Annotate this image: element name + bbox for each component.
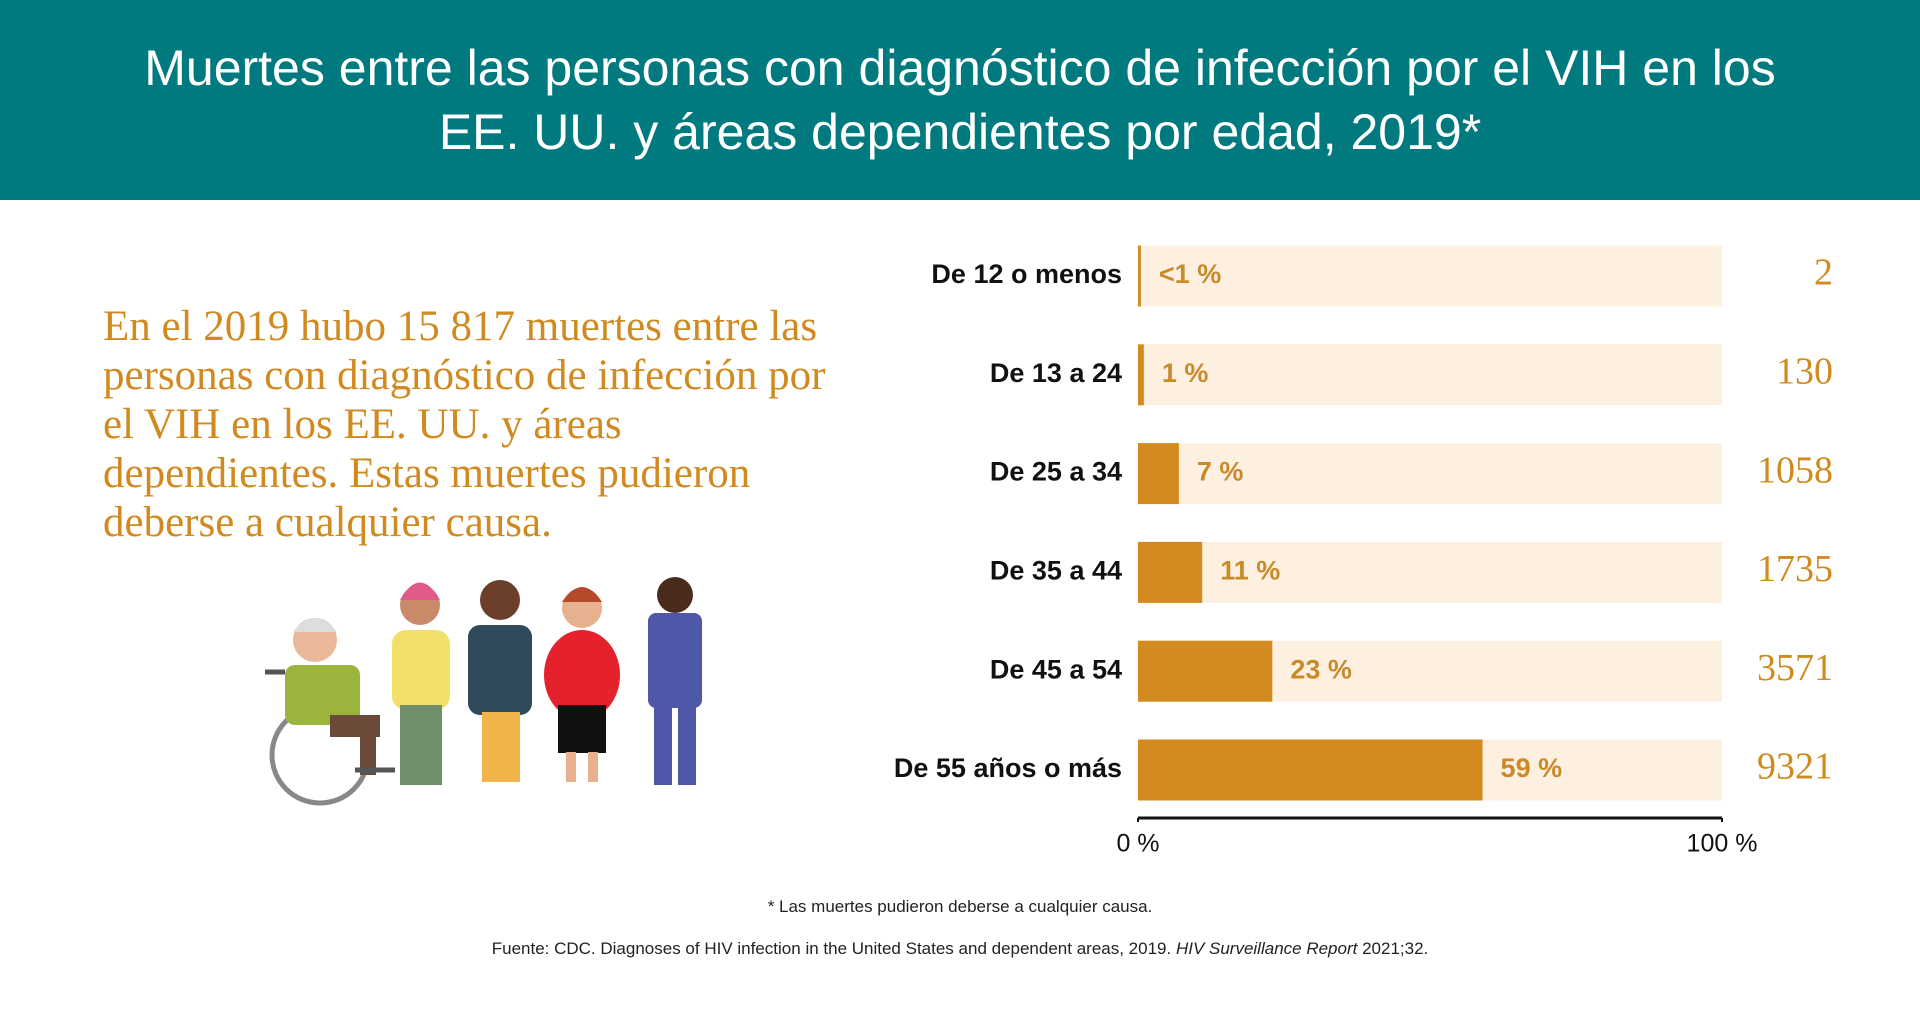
category-label: De 45 a 54 xyxy=(990,654,1122,684)
count-label: 130 xyxy=(1776,351,1833,393)
bar-track xyxy=(1138,541,1722,603)
bar xyxy=(1138,739,1483,801)
bar xyxy=(1138,640,1273,702)
bar-track xyxy=(1138,443,1722,505)
x-tick-label: 0 % xyxy=(1116,830,1159,858)
value-label: 7 % xyxy=(1197,457,1244,487)
value-label: 23 % xyxy=(1290,654,1352,684)
category-label: De 25 a 34 xyxy=(990,457,1122,487)
people-illustration xyxy=(265,577,702,806)
value-label: 11 % xyxy=(1220,556,1280,586)
count-label: 9321 xyxy=(1757,746,1833,788)
count-label: 1735 xyxy=(1757,548,1833,590)
bar-track xyxy=(1138,245,1722,307)
source-text-end: 2021;32. xyxy=(1357,939,1429,958)
count-label: 3571 xyxy=(1757,647,1833,689)
count-label: 1058 xyxy=(1757,449,1833,491)
category-label: De 13 a 24 xyxy=(990,358,1122,388)
value-label: 1 % xyxy=(1162,358,1209,388)
bar xyxy=(1138,344,1144,406)
chart-title: Muertes entre las personas con diagnósti… xyxy=(144,40,1776,160)
bar-track xyxy=(1138,344,1722,406)
value-label: <1 % xyxy=(1159,259,1221,289)
source: Fuente: CDC. Diagnoses of HIV infection … xyxy=(0,939,1920,959)
value-label: 59 % xyxy=(1501,753,1563,783)
category-label: De 55 años o más xyxy=(894,753,1122,783)
bar xyxy=(1138,541,1203,603)
header: Muertes entre las personas con diagnósti… xyxy=(0,0,1920,200)
footnote: * Las muertes pudieron deberse a cualqui… xyxy=(767,897,1153,916)
bar xyxy=(1138,443,1179,505)
source-text: Fuente: CDC. Diagnoses of HIV infection … xyxy=(491,939,1176,958)
category-label: De 12 o menos xyxy=(931,259,1122,289)
bar xyxy=(1138,245,1141,307)
category-label: De 35 a 44 xyxy=(990,556,1122,586)
x-tick-label: 100 % xyxy=(1687,830,1758,858)
count-label: 2 xyxy=(1814,252,1833,294)
summary-text: En el 2019 hubo 15 817 muertes entre las… xyxy=(103,303,826,546)
source-report: HIV Surveillance Report xyxy=(1175,939,1358,958)
